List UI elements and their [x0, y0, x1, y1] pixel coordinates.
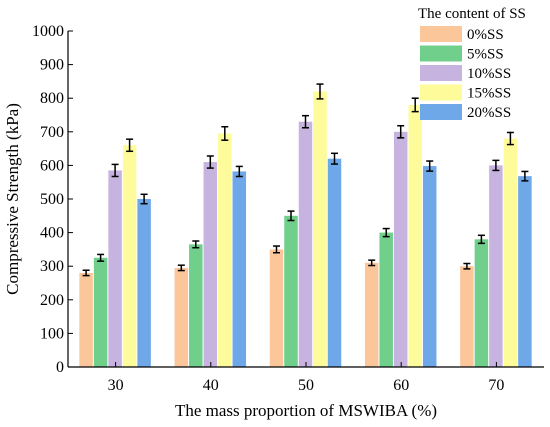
y-tick-label: 900	[40, 57, 64, 74]
y-tick-label: 600	[40, 157, 64, 174]
bar	[474, 239, 489, 367]
bar	[269, 249, 284, 367]
y-tick-label: 0	[56, 359, 64, 376]
bar-groups	[79, 83, 532, 368]
bar	[189, 244, 203, 367]
y-axis-label: Compressive Strength (kPa)	[3, 103, 22, 295]
bar	[79, 272, 93, 367]
y-tick-label: 100	[40, 325, 64, 342]
bar	[203, 162, 218, 367]
bar	[364, 262, 379, 367]
legend-swatch	[420, 45, 462, 62]
bar	[518, 176, 532, 367]
bar	[503, 138, 518, 367]
x-tick-label: 60	[393, 377, 409, 394]
y-tick-label: 700	[40, 124, 64, 141]
legend-title: The content of SS	[418, 6, 526, 22]
legend-label: 0%SS	[467, 27, 504, 43]
bar	[93, 257, 108, 367]
legend-swatch	[420, 65, 462, 81]
bar	[218, 133, 232, 367]
legend: The content of SS 0%SS 5%SS 10%SS 15%SS 20%SS	[418, 6, 526, 121]
bar	[408, 104, 422, 368]
y-tick-label: 1000	[32, 23, 64, 40]
legend-label: 15%SS	[467, 86, 511, 102]
bar	[422, 166, 437, 367]
bar	[460, 266, 474, 367]
bar	[393, 131, 408, 367]
y-tick-label: 800	[40, 90, 64, 107]
axes: 0 100 200 300 400 500 600 700 800 900 1000 30 40 50 60…	[32, 23, 544, 394]
bar	[379, 232, 393, 367]
bar	[313, 91, 327, 367]
bar	[108, 170, 122, 367]
bar	[174, 267, 189, 367]
x-tick-label: 50	[298, 377, 314, 394]
legend-swatch	[420, 104, 462, 120]
bar	[298, 121, 313, 367]
legend-label: 20%SS	[467, 105, 511, 121]
legend-label: 5%SS	[467, 47, 504, 63]
x-tick-label: 70	[488, 377, 504, 394]
y-tick-label: 300	[40, 258, 64, 275]
bar	[232, 171, 247, 367]
legend-label: 10%SS	[467, 66, 511, 82]
bar	[122, 145, 137, 367]
y-tick-label: 400	[40, 225, 64, 242]
legend-swatch	[420, 84, 462, 101]
y-tick-label: 200	[40, 292, 64, 309]
bar	[137, 199, 151, 367]
bar	[327, 158, 342, 367]
bar	[489, 165, 503, 367]
y-tick-label: 500	[40, 191, 64, 208]
bar	[284, 215, 298, 367]
x-tick-label: 30	[108, 377, 124, 394]
x-axis-label: The mass proportion of MSWIBA (%)	[175, 401, 437, 420]
legend-swatch	[420, 26, 462, 42]
x-tick-label: 40	[203, 377, 219, 394]
